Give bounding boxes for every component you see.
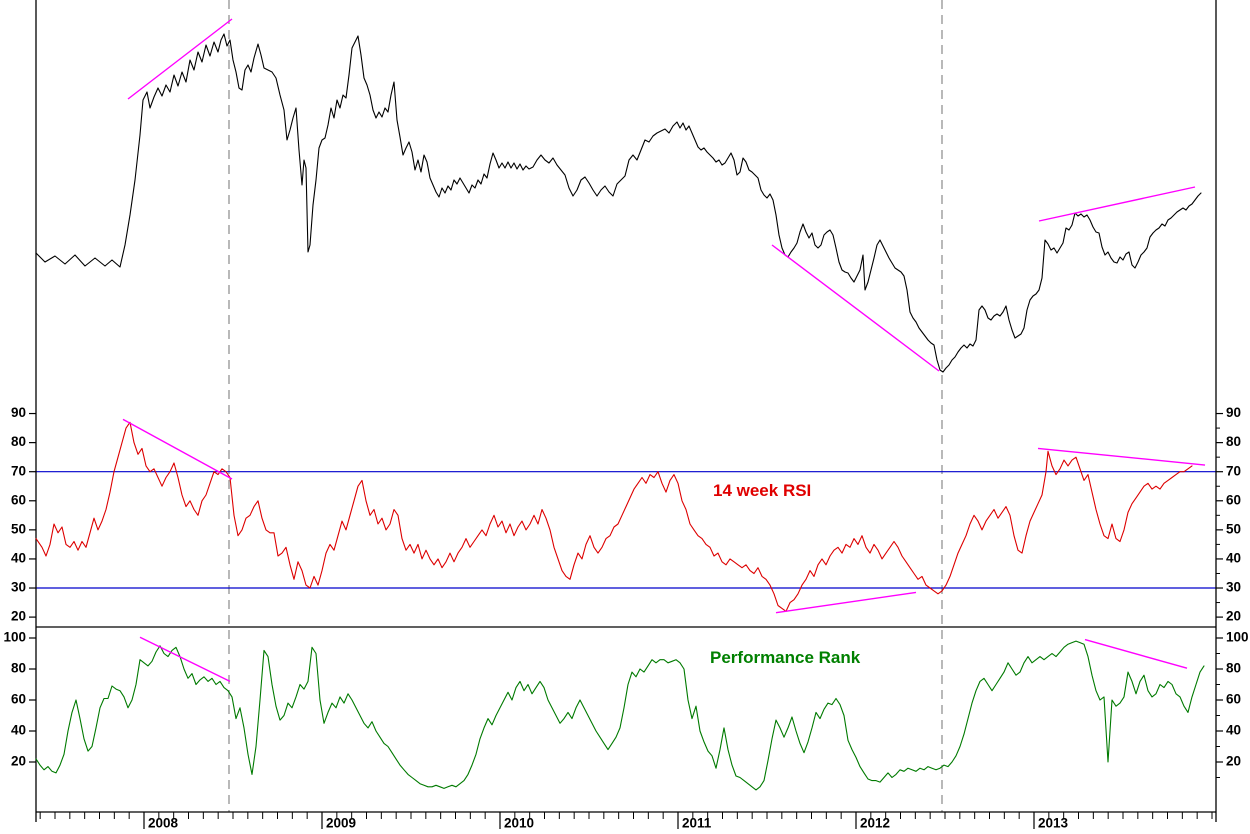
perf-right-label-40: 40 [1226, 723, 1241, 738]
rsi-left-label-30: 30 [11, 580, 26, 595]
rsi-trendline-1 [122, 418, 233, 480]
rsi-left-label-80: 80 [11, 434, 26, 449]
perf-left-label-60: 60 [11, 692, 26, 707]
price-series-line [35, 33, 1202, 373]
year-label-2010: 2010 [504, 816, 534, 831]
perf-right-label-60: 60 [1226, 692, 1241, 707]
perf-left-label-40: 40 [11, 723, 26, 738]
performance-rank-series-line [35, 640, 1205, 791]
perf-left-label-20: 20 [11, 754, 26, 769]
rsi-right-label-40: 40 [1226, 551, 1241, 566]
year-label-2011: 2011 [682, 816, 712, 831]
perf-right-label-20: 20 [1226, 754, 1241, 769]
rsi-right-label-70: 70 [1226, 463, 1241, 478]
rsi-left-label-50: 50 [11, 521, 26, 536]
perf-trendline-1 [139, 636, 231, 683]
rsi-left-label-70: 70 [11, 463, 26, 478]
rsi-trendline-3 [1037, 447, 1206, 466]
rsi-series-line [35, 421, 1193, 612]
rsi-right-label-90: 90 [1226, 405, 1241, 420]
rsi-left-label-60: 60 [11, 492, 26, 507]
price-trendline-2 [771, 244, 940, 372]
year-label-2009: 2009 [326, 816, 356, 831]
price-trendline-3 [1038, 186, 1196, 222]
perf-left-label-100: 100 [3, 630, 26, 645]
rsi-right-label-20: 20 [1226, 609, 1241, 624]
year-label-2008: 2008 [148, 816, 179, 831]
year-label-2013: 2013 [1038, 816, 1069, 831]
perf-trendline-2 [1084, 638, 1188, 669]
rsi-right-label-50: 50 [1226, 521, 1241, 536]
rsi-series-label: 14 week RSI [713, 481, 812, 500]
perf-right-label-80: 80 [1226, 661, 1241, 676]
rsi-right-label-80: 80 [1226, 434, 1241, 449]
perf-right-label-100: 100 [1226, 630, 1249, 645]
price-trendline-1 [127, 18, 233, 100]
performance-rank-series-label: Performance Rank [710, 648, 861, 667]
rsi-right-label-60: 60 [1226, 492, 1241, 507]
rsi-left-label-20: 20 [11, 609, 26, 624]
rsi-trendline-2 [775, 591, 917, 614]
rsi-left-label-90: 90 [11, 405, 26, 420]
rsi-right-label-30: 30 [1226, 580, 1241, 595]
perf-left-label-80: 80 [11, 661, 26, 676]
year-label-2012: 2012 [860, 816, 890, 831]
rsi-left-label-40: 40 [11, 551, 26, 566]
